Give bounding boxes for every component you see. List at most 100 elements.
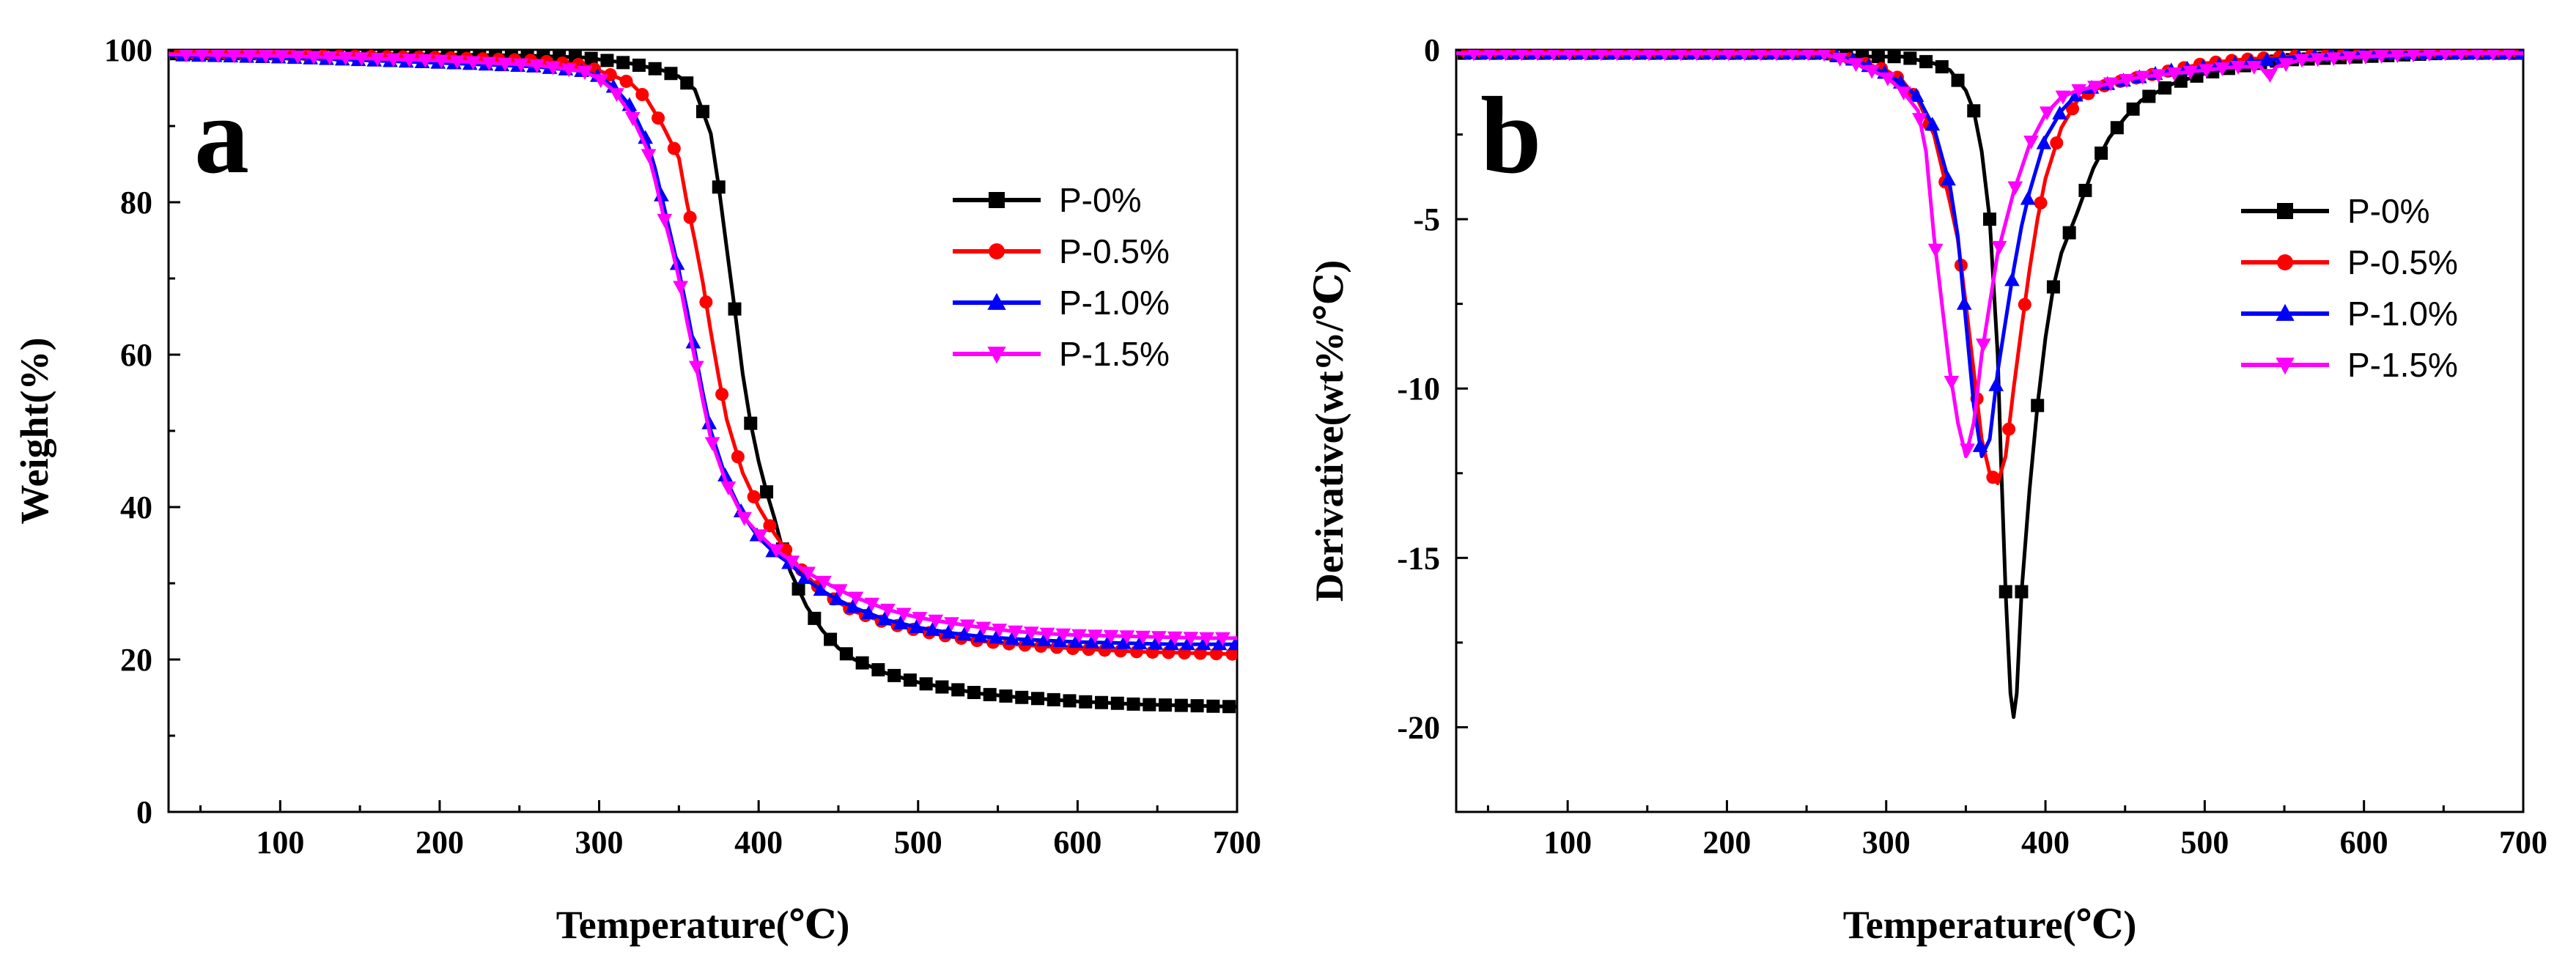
- data-point: [951, 683, 965, 697]
- data-point: [664, 67, 678, 81]
- x-tick-label: 200: [416, 824, 464, 860]
- series-line: [1456, 51, 2523, 720]
- data-point: [1110, 696, 1124, 710]
- data-point: [1020, 632, 1036, 646]
- legend-marker: [987, 347, 1006, 364]
- data-point: [688, 361, 704, 375]
- data-point: [2310, 53, 2326, 67]
- data-point: [944, 617, 959, 632]
- data-point: [433, 54, 449, 69]
- y-axis-title: Weight(%): [12, 338, 56, 525]
- data-point: [2002, 422, 2016, 436]
- data-point: [1143, 698, 1156, 712]
- data-point: [258, 50, 274, 64]
- data-point: [2078, 183, 2092, 197]
- data-point: [513, 58, 529, 73]
- data-point: [1499, 50, 1512, 62]
- data-point: [2341, 51, 2358, 66]
- data-point: [465, 56, 481, 70]
- data-point: [2020, 191, 2036, 205]
- data-point: [992, 624, 1008, 638]
- data-point: [369, 53, 385, 67]
- data-point: [242, 50, 258, 64]
- data-point: [1183, 632, 1199, 646]
- data-point: [2246, 61, 2262, 75]
- y-tick-label: -10: [1397, 371, 1440, 407]
- data-point: [860, 605, 876, 619]
- data-point: [1008, 625, 1023, 640]
- data-point: [497, 57, 513, 72]
- data-point: [1801, 50, 1815, 62]
- data-point: [635, 88, 649, 102]
- data-point: [1991, 240, 2007, 255]
- data-point: [603, 68, 617, 82]
- legend-marker: [989, 243, 1005, 259]
- data-point: [1063, 694, 1077, 708]
- data-point: [2036, 135, 2052, 149]
- x-tick-label: 600: [2340, 824, 2388, 860]
- data-point: [1079, 695, 1093, 709]
- series-line: [169, 51, 1237, 709]
- data-point: [728, 302, 742, 316]
- data-point: [2390, 50, 2405, 64]
- legend-label: P-0.5%: [2347, 243, 2458, 281]
- data-point: [1927, 243, 1944, 258]
- data-point: [816, 575, 832, 590]
- legend-entry: P-0.5%: [2241, 243, 2458, 281]
- series-P-1.5%: [169, 50, 1237, 646]
- x-tick-label: 700: [1213, 824, 1261, 860]
- data-point: [2294, 53, 2310, 68]
- data-point: [925, 621, 940, 636]
- data-point: [880, 603, 896, 618]
- data-point: [845, 599, 860, 613]
- data-point: [195, 50, 210, 63]
- data-point: [2071, 84, 2087, 98]
- data-point: [871, 663, 885, 677]
- series-P-1.5%: [1456, 50, 2523, 459]
- x-tick-label: 500: [894, 824, 942, 860]
- data-point: [2487, 50, 2500, 62]
- data-point: [1658, 50, 1672, 62]
- data-point: [919, 677, 933, 691]
- data-point: [1531, 50, 1544, 62]
- data-point: [696, 105, 709, 119]
- x-tick-label: 300: [575, 824, 624, 860]
- data-point: [1023, 627, 1039, 641]
- x-tick-label: 300: [1862, 824, 1911, 860]
- y-tick-label: 20: [120, 642, 152, 678]
- data-point: [1159, 698, 1173, 712]
- data-point: [1116, 635, 1132, 649]
- y-axis-title: Derivative(wt%/℃): [1307, 260, 1351, 602]
- data-point: [1579, 50, 1592, 62]
- data-point: [1148, 635, 1164, 650]
- data-point: [2358, 51, 2374, 64]
- data-point: [2004, 272, 2020, 287]
- data-point: [338, 51, 353, 66]
- data-point: [289, 50, 306, 64]
- legend-label: P-0%: [1059, 181, 1141, 219]
- data-point: [2119, 74, 2135, 88]
- data-point: [1209, 647, 1223, 661]
- legend-entry: P-1.0%: [953, 284, 1170, 322]
- data-point: [1515, 50, 1528, 62]
- data-point: [731, 450, 745, 464]
- data-point: [1547, 50, 1560, 62]
- data-point: [1738, 50, 1751, 62]
- legend-marker: [2276, 303, 2295, 321]
- legend-label: P-1.5%: [1059, 335, 1170, 373]
- data-point: [1960, 443, 1975, 458]
- data-point: [2095, 146, 2108, 160]
- legend-entry: P-1.5%: [2241, 346, 2458, 384]
- data-point: [2214, 62, 2230, 76]
- data-point: [2103, 77, 2119, 92]
- data-point: [1706, 50, 1719, 62]
- data-point: [1222, 700, 1236, 714]
- data-point: [1211, 636, 1228, 651]
- data-point: [2278, 58, 2294, 73]
- data-point: [669, 256, 685, 270]
- data-point: [593, 74, 609, 89]
- data-point: [1972, 438, 1988, 452]
- y-tick-label: 0: [1424, 32, 1440, 68]
- y-tick-label: -15: [1397, 540, 1440, 576]
- data-point: [1674, 50, 1687, 62]
